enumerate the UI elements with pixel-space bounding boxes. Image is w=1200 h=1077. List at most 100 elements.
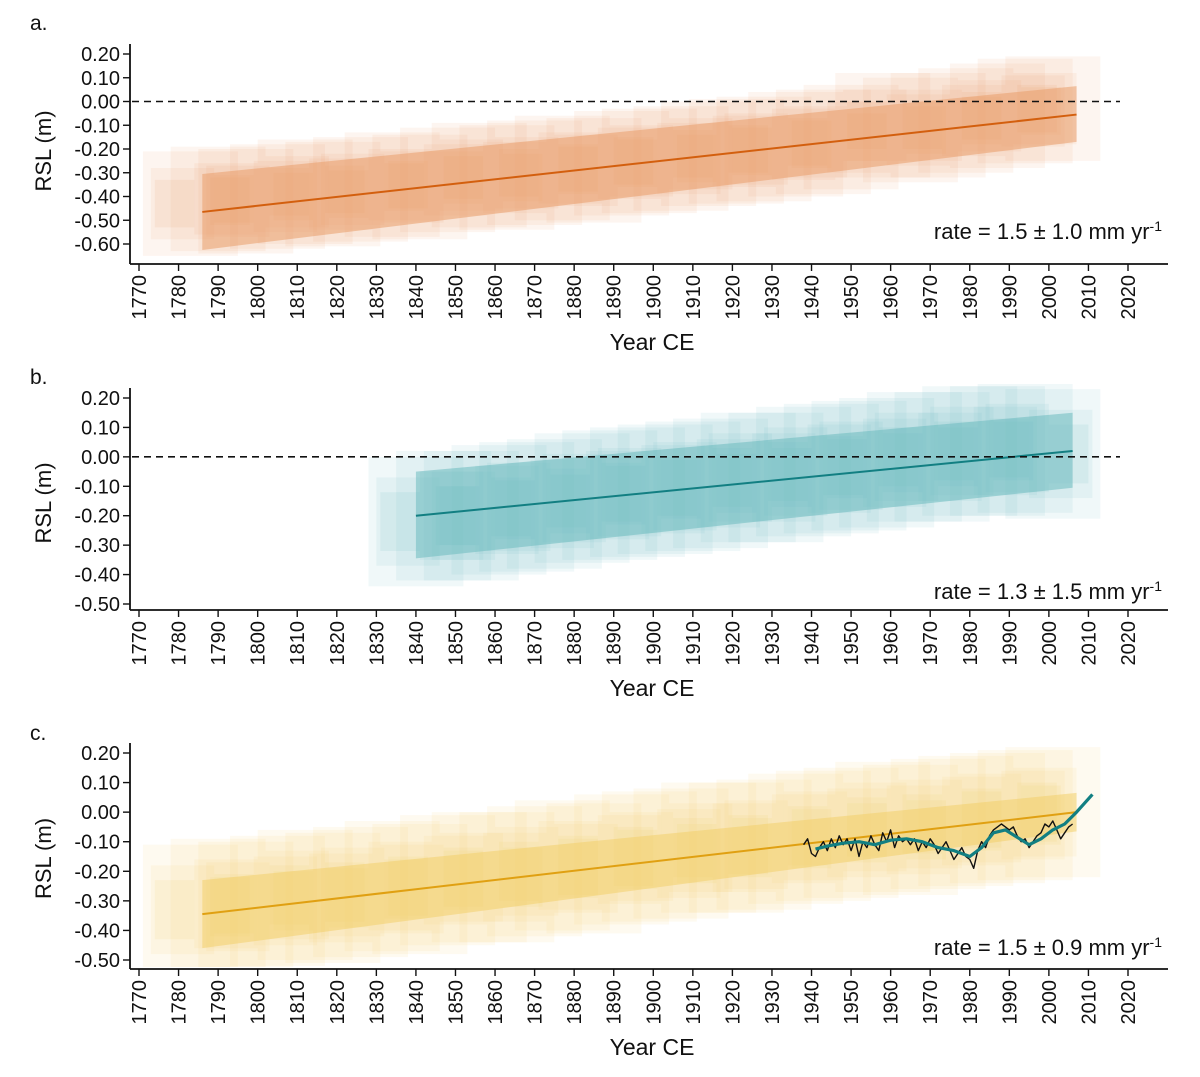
trend-line [202, 113, 1077, 213]
y-axis-title: RSL (m) [31, 462, 56, 543]
confidence-band [415, 412, 1073, 559]
x-tick-label: 2000 [1039, 980, 1061, 1025]
x-tick-label: 1980 [960, 621, 982, 666]
trend-line [202, 811, 1077, 916]
x-axis: 1770 1780 1790 1800 1810 1820 1830 1840 1850 1860… [129, 609, 1168, 701]
x-axis: 1770 1780 1790 1800 1810 1820 1830 1840 1850 1860… [129, 263, 1168, 355]
confidence-band [202, 792, 1077, 949]
x-tick-label: 1830 [366, 275, 388, 320]
x-tick-label: 1870 [525, 980, 547, 1025]
x-tick-label: 1850 [445, 275, 467, 320]
data-point-box [380, 492, 420, 552]
x-tick-label: 2020 [1118, 275, 1140, 320]
x-tick-label: 1990 [999, 275, 1021, 320]
x-tick-label: 1870 [525, 621, 547, 666]
x-tick-label: 1890 [604, 980, 626, 1025]
x-tick-label: 1940 [802, 621, 824, 666]
y-tick-label: 0.20 [81, 388, 120, 410]
x-tick-label: 1840 [406, 275, 428, 320]
x-tick-label: 1770 [129, 980, 151, 1025]
x-tick-label: 1900 [643, 621, 665, 666]
x-tick-label: 1980 [960, 980, 982, 1025]
y-tick-label: -0.10 [74, 115, 120, 137]
x-tick-label: 1810 [287, 621, 309, 666]
rate-annotation: rate = 1.3 ± 1.5 mm yr-1 [934, 578, 1162, 604]
trend-line [415, 449, 1073, 517]
confidence-band [202, 86, 1077, 250]
y-tick-label: -0.60 [74, 234, 120, 256]
x-tick-label: 1940 [802, 980, 824, 1025]
x-tick-label: 1770 [129, 275, 151, 320]
x-axis-title: Year CE [610, 675, 695, 701]
x-axis-title: Year CE [610, 1034, 695, 1060]
x-tick-label: 1910 [683, 980, 705, 1025]
panel-label: c. [30, 722, 46, 745]
chart-panel-3: c. 0.20 0.10 0.00 -0.10 -0.20 -0.30 -0.40 -0.50 R… [30, 722, 1168, 1060]
plot-area [132, 56, 1120, 256]
tide-gauge-smoothed-line [815, 793, 1094, 859]
x-tick-label: 1930 [762, 980, 784, 1025]
y-tick-label: -0.40 [74, 565, 120, 587]
x-tick-label: 1920 [722, 275, 744, 320]
y-axis: 0.20 0.10 0.00 -0.10 -0.20 -0.30 -0.40 -0.50 RSL… [31, 743, 131, 972]
x-tick-label: 1850 [445, 980, 467, 1025]
x-tick-label: 1900 [643, 980, 665, 1025]
y-tick-label: -0.50 [74, 950, 120, 972]
y-tick-label: -0.20 [74, 139, 120, 161]
x-tick-label: 1910 [683, 621, 705, 666]
x-tick-label: 1910 [683, 275, 705, 320]
y-tick-label: 0.00 [81, 447, 120, 469]
y-axis-title: RSL (m) [31, 818, 56, 899]
y-tick-label: 0.00 [81, 802, 120, 824]
x-tick-label: 1950 [841, 275, 863, 320]
x-tick-label: 1950 [841, 621, 863, 666]
x-tick-label: 2010 [1078, 980, 1100, 1025]
x-tick-label: 1870 [525, 275, 547, 320]
y-tick-label: 0.00 [81, 92, 120, 114]
x-tick-label: 1960 [881, 621, 903, 666]
y-axis: 0.200.100.00-0.10-0.20-0.30-0.40-0.50-0.… [31, 44, 131, 264]
x-tick-label: 1820 [327, 980, 349, 1025]
x-tick-label: 2010 [1078, 621, 1100, 666]
x-tick-label: 1850 [445, 621, 467, 666]
x-tick-label: 1840 [406, 621, 428, 666]
rate-annotation-text: rate = 1.5 ± 0.9 mm yr [934, 935, 1150, 960]
x-tick-label: 1990 [999, 980, 1021, 1025]
y-tick-label: -0.50 [74, 594, 120, 616]
x-tick-label: 1780 [169, 621, 191, 666]
x-tick-label: 2000 [1039, 275, 1061, 320]
x-tick-label: 1780 [169, 980, 191, 1025]
y-tick-label: -0.30 [74, 535, 120, 557]
x-tick-label: 1830 [366, 621, 388, 666]
plot-area [142, 747, 1101, 967]
x-tick-label: 1780 [169, 275, 191, 320]
x-tick-label: 1810 [287, 980, 309, 1025]
x-tick-label: 1920 [722, 980, 744, 1025]
y-tick-label: 0.20 [81, 44, 120, 66]
x-tick-label: 1830 [366, 980, 388, 1025]
y-tick-label: 0.10 [81, 417, 120, 439]
x-tick-label: 1860 [485, 980, 507, 1025]
rate-annotation-superscript: -1 [1150, 934, 1163, 950]
x-tick-label: 1930 [762, 275, 784, 320]
rate-annotation-text: rate = 1.5 ± 1.0 mm yr [934, 219, 1150, 244]
x-tick-label: 1820 [327, 621, 349, 666]
rate-annotation-text: rate = 1.3 ± 1.5 mm yr [934, 579, 1150, 604]
plot-area [132, 384, 1120, 587]
y-axis-title: RSL (m) [31, 110, 56, 191]
x-tick-label: 1880 [564, 980, 586, 1025]
y-tick-label: -0.20 [74, 506, 120, 528]
x-tick-label: 1970 [920, 275, 942, 320]
data-point-box [154, 880, 195, 940]
x-axis-title: Year CE [610, 329, 695, 355]
chart-panel-2: b. 0.20 0.10 0.00 -0.10 -0.20 -0.30 -0.40 -0.50 R… [30, 366, 1168, 701]
chart-panel-1: a.0.200.100.00-0.10-0.20-0.30-0.40-0.50-… [30, 12, 1168, 355]
y-tick-label: 0.10 [81, 68, 120, 90]
y-axis: 0.20 0.10 0.00 -0.10 -0.20 -0.30 -0.40 -0.50 RSL… [31, 388, 131, 616]
x-tick-label: 1990 [999, 621, 1021, 666]
rate-annotation-superscript: -1 [1150, 578, 1163, 594]
x-tick-label: 1970 [920, 621, 942, 666]
x-tick-label: 2000 [1039, 621, 1061, 666]
x-tick-label: 1800 [248, 275, 270, 320]
x-tick-label: 1770 [129, 621, 151, 666]
